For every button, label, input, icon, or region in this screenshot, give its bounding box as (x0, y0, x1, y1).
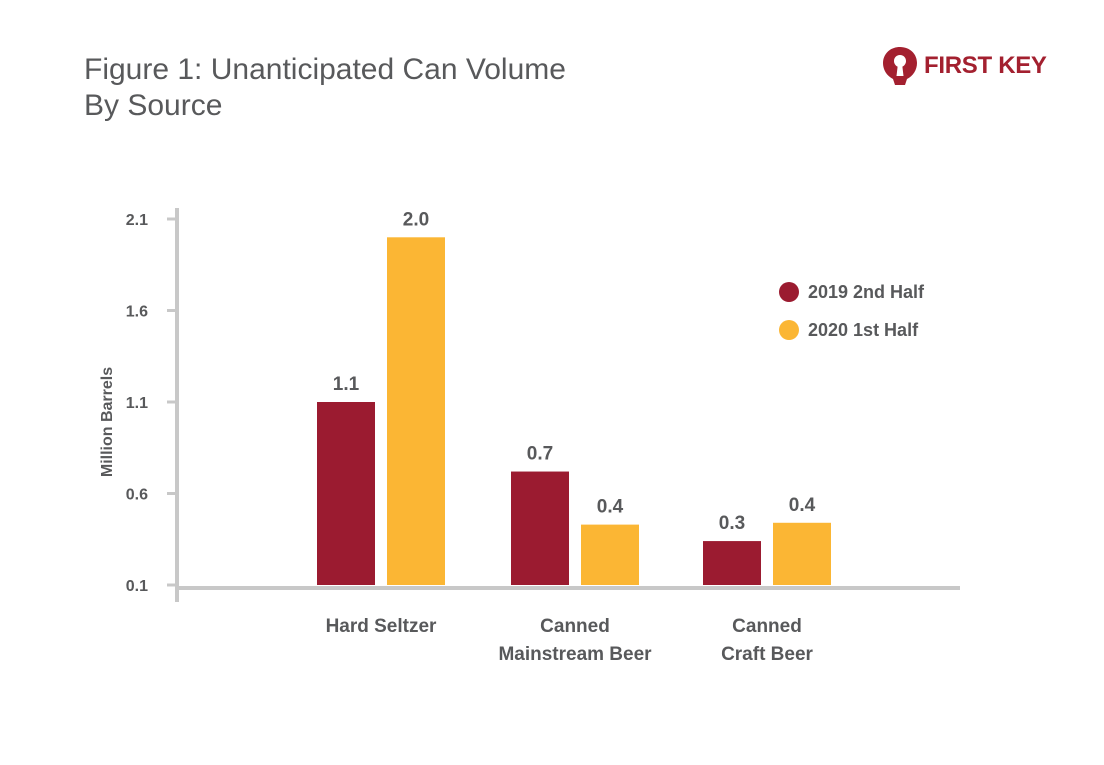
x-axis-labels: Hard Seltzer Canned Mainstream Beer Canned C… (326, 616, 814, 665)
legend-swatch (779, 282, 799, 302)
brand-logo: FIRST KEY (882, 46, 1047, 86)
data-label: 1.1 (333, 374, 360, 395)
y-tick-label: 2.1 (126, 212, 148, 229)
keyhole-icon (883, 47, 917, 85)
brand-name: FIRST KEY (924, 52, 1047, 79)
bar (703, 541, 761, 585)
bar (317, 402, 375, 585)
bar (581, 524, 639, 585)
data-label: 0.4 (789, 495, 816, 516)
data-label: 0.7 (527, 444, 553, 465)
x-tick-label: Canned Mainstream Beer (498, 616, 652, 665)
bar (773, 522, 831, 585)
x-tick-label: Canned Craft Beer (721, 616, 813, 665)
data-label: 0.4 (597, 497, 624, 518)
chart-title: Figure 1: Unanticipated Can Volume By So… (84, 52, 566, 124)
chart-title-line-1: Figure 1: Unanticipated Can Volume (84, 53, 566, 86)
y-axis-label: Million Barrels (99, 367, 116, 477)
chart-title-line-2: By Source (84, 89, 223, 122)
bars: 1.1 2.0 0.7 0.4 0.3 0.4 (317, 209, 831, 586)
x-tick-label: Hard Seltzer (326, 616, 437, 637)
y-tick-label: 0.6 (126, 487, 148, 504)
y-axis-ticks: 2.1 1.6 1.1 0.6 0.1 (126, 212, 177, 595)
y-tick-label: 0.1 (126, 578, 148, 595)
legend-label: 2020 1st Half (808, 320, 919, 340)
y-tick-label: 1.1 (126, 395, 148, 412)
bar (387, 237, 445, 586)
bar (511, 471, 569, 585)
data-label: 0.3 (719, 513, 745, 534)
y-tick-label: 1.6 (126, 304, 148, 321)
legend-swatch (779, 320, 799, 340)
chart-axes (175, 208, 960, 602)
legend-label: 2019 2nd Half (808, 282, 925, 302)
legend: 2019 2nd Half 2020 1st Half (779, 282, 925, 340)
data-label: 2.0 (403, 209, 429, 230)
